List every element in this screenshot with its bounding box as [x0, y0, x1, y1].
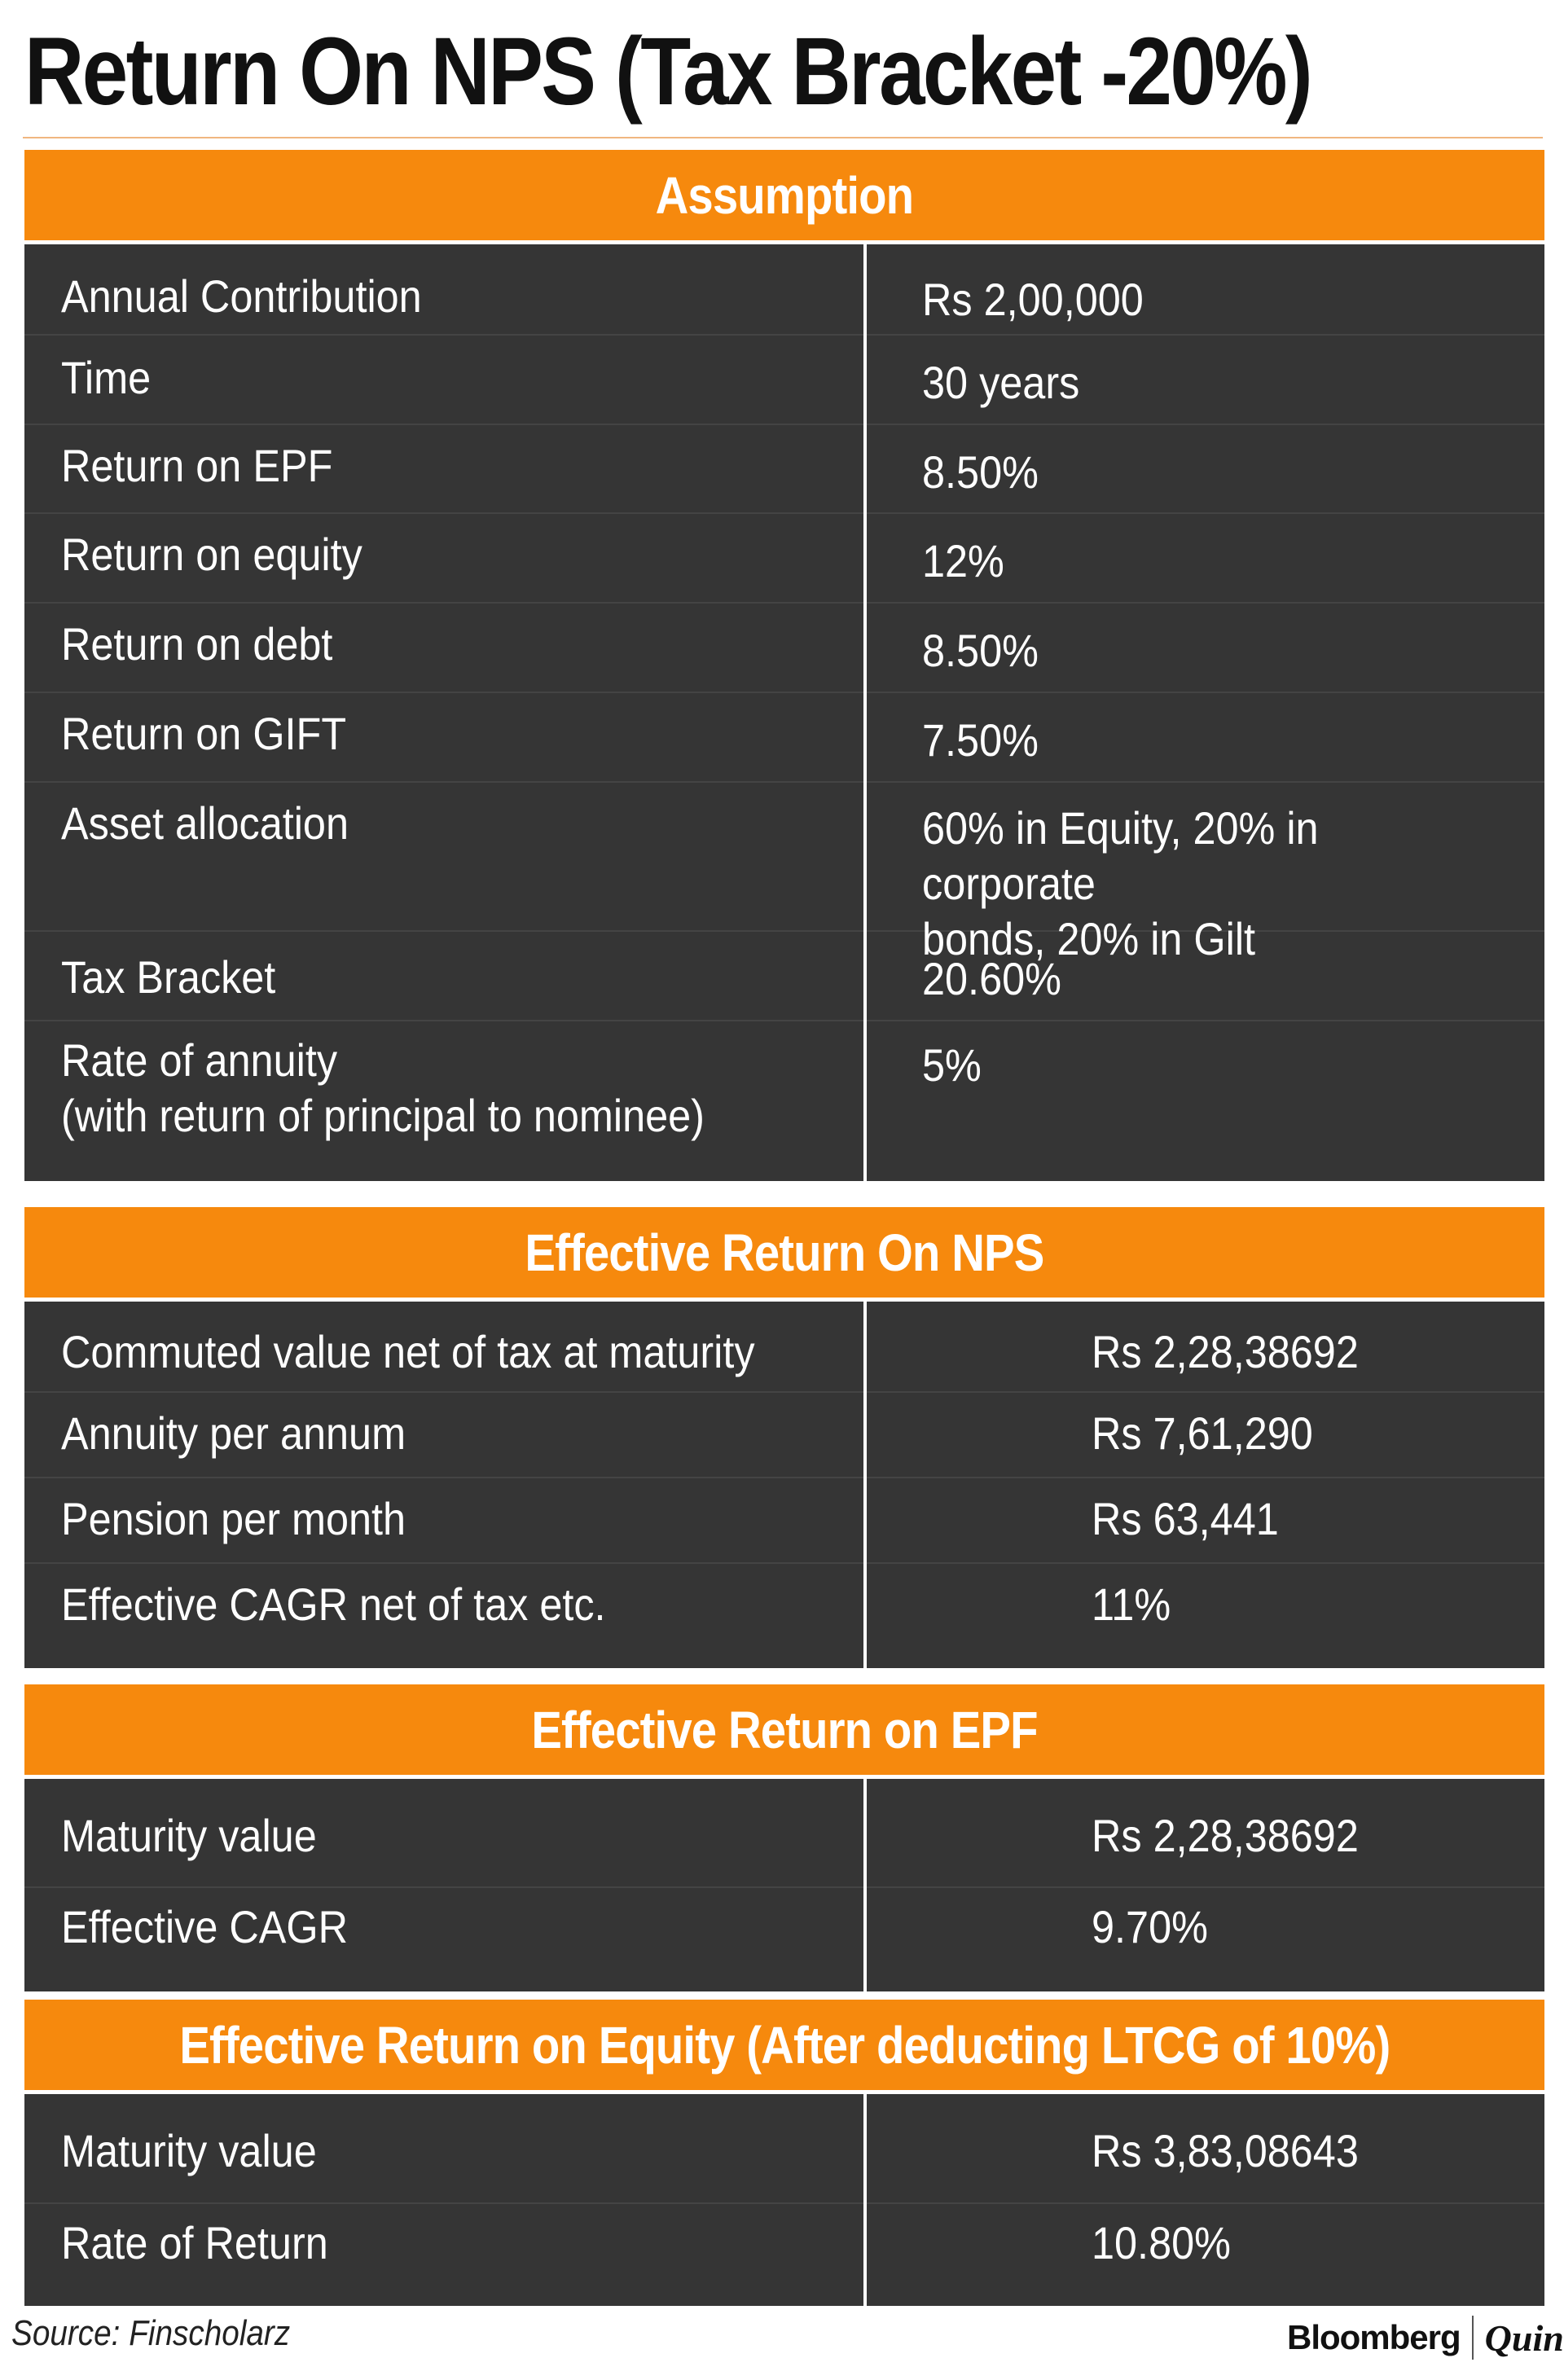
row-value: 8.50% [922, 446, 1039, 498]
table-row: Effective CAGR net of tax etc. 11% [24, 1564, 1544, 1668]
row-label: Time [61, 352, 152, 403]
row-value: 8.50% [922, 625, 1039, 676]
row-value: 7.50% [922, 714, 1039, 766]
table-row: Return on GIFT 7.50% [24, 693, 1544, 783]
table-row: Maturity value Rs 2,28,38692 [24, 1779, 1544, 1888]
table-row: Return on equity 12% [24, 514, 1544, 604]
row-label: Rate of Return [61, 2217, 328, 2268]
section-heading-text: Effective Return On NPS [525, 1223, 1045, 1282]
row-value: Rs 2,28,38692 [1092, 1326, 1359, 1377]
source-credit-text: Source: Finscholarz [11, 2313, 291, 2353]
row-label: Maturity value [61, 2125, 317, 2176]
epf-table: Maturity value Rs 2,28,38692 Effective C… [24, 1779, 1544, 1991]
section-epf-return: Effective Return on EPF Maturity value R… [24, 1684, 1544, 1991]
row-label: Pension per month [61, 1493, 406, 1544]
row-label-continued: (with return of principal to nominee) [61, 1090, 705, 1141]
table-row: Annuity per annum Rs 7,61,290 [24, 1393, 1544, 1478]
table-row: Pension per month Rs 63,441 [24, 1478, 1544, 1564]
row-label: Maturity value [61, 1810, 317, 1861]
table-row: Rate of Return 10.80% [24, 2204, 1544, 2306]
section-heading: Effective Return on Equity (After deduct… [24, 2000, 1544, 2090]
section-equity-return: Effective Return on Equity (After deduct… [24, 2000, 1544, 2306]
assumption-table: Annual Contribution Rs 2,00,000 Time 30 … [24, 244, 1544, 1181]
nps-table: Commuted value net of tax at maturity Rs… [24, 1302, 1544, 1668]
row-label: Annuity per annum [61, 1407, 406, 1459]
row-value: 20.60% [922, 953, 1061, 1004]
column-divider [863, 244, 867, 1181]
brand-divider [1471, 2316, 1474, 2360]
row-value: Rs 2,28,38692 [1092, 1810, 1359, 1861]
table-row: Annual Contribution Rs 2,00,000 [24, 244, 1544, 336]
row-value: 30 years [922, 357, 1080, 408]
section-heading-text: Effective Return on Equity (After deduct… [178, 2015, 1390, 2075]
row-label: Return on debt [61, 618, 333, 670]
table-row: Maturity value Rs 3,83,08643 [24, 2094, 1544, 2204]
brand-secondary: Quint [1484, 2316, 1564, 2359]
section-nps-return: Effective Return On NPS Commuted value n… [24, 1207, 1544, 1668]
table-row: Tax Bracket 20.60% [24, 932, 1544, 1021]
brand-primary: Bloomberg [1287, 2318, 1461, 2356]
table-row: Rate of annuity (with return of principa… [24, 1021, 1544, 1181]
brand-logo: Bloomberg Quint [1287, 2313, 1564, 2362]
table-row: Commuted value net of tax at maturity Rs… [24, 1302, 1544, 1393]
page-title: Return On NPS (Tax Bracket -20%) [24, 18, 1313, 125]
row-value: 10.80% [1092, 2217, 1231, 2268]
equity-table: Maturity value Rs 3,83,08643 Rate of Ret… [24, 2094, 1544, 2306]
source-credit: Source: Finscholarz [11, 2313, 328, 2354]
row-label: Asset allocation [61, 797, 349, 849]
table-row: Return on EPF 8.50% [24, 425, 1544, 514]
row-label: Return on equity [61, 529, 362, 580]
title-divider [23, 137, 1543, 138]
row-value: Rs 3,83,08643 [1092, 2125, 1359, 2176]
table-row: Asset allocation 60% in Equity, 20% in c… [24, 783, 1544, 964]
row-value-continued: bonds, 20% in Gilt [922, 913, 1256, 964]
section-heading: Effective Return on EPF [24, 1684, 1544, 1775]
column-divider [863, 1779, 867, 1991]
column-divider [863, 2094, 867, 2306]
row-label: Commuted value net of tax at maturity [61, 1326, 755, 1377]
section-heading: Assumption [24, 150, 1544, 240]
row-value: 11% [1092, 1579, 1171, 1630]
row-value: 60% in Equity, 20% in corporate [922, 802, 1319, 909]
row-label: Effective CAGR net of tax etc. [61, 1579, 606, 1630]
row-value: 9.70% [1092, 1901, 1208, 1952]
table-row: Effective CAGR 9.70% [24, 1888, 1544, 1991]
section-assumption: Assumption Annual Contribution Rs 2,00,0… [24, 150, 1544, 1181]
row-label: Return on GIFT [61, 708, 347, 759]
table-row: Return on debt 8.50% [24, 604, 1544, 693]
row-label: Return on EPF [61, 440, 333, 491]
column-divider [863, 1302, 867, 1668]
row-value: 12% [922, 535, 1004, 586]
section-heading-text: Assumption [655, 165, 914, 225]
table-row: Time 30 years [24, 336, 1544, 425]
row-value: 5% [922, 1039, 982, 1091]
row-value: Rs 63,441 [1092, 1493, 1279, 1544]
row-label: Effective CAGR [61, 1901, 348, 1952]
row-value: Rs 2,00,000 [922, 274, 1144, 325]
row-label: Annual Contribution [61, 270, 422, 322]
section-heading-text: Effective Return on EPF [531, 1700, 1038, 1759]
row-label: Rate of annuity [61, 1034, 338, 1086]
row-label: Tax Bracket [61, 951, 276, 1003]
row-value: Rs 7,61,290 [1092, 1407, 1313, 1459]
section-heading: Effective Return On NPS [24, 1207, 1544, 1298]
